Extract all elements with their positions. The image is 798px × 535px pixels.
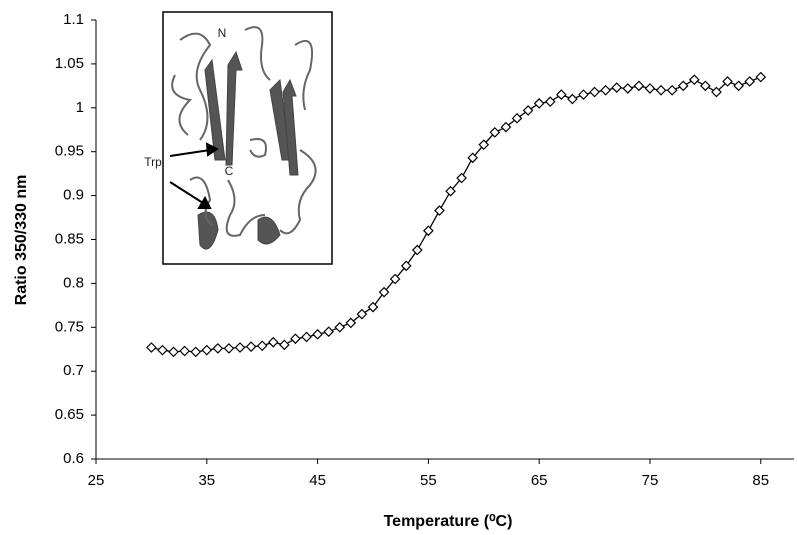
data-point [356, 308, 368, 320]
data-point [478, 139, 490, 151]
y-tick-label: 1.05 [55, 55, 84, 72]
data-point [146, 342, 157, 353]
data-point [345, 317, 357, 329]
data-point [677, 80, 689, 92]
data-point [744, 76, 756, 87]
y-axis-title: Ratio 350/330 nm [13, 175, 30, 306]
data-point [290, 333, 301, 345]
data-point [179, 345, 190, 357]
data-point [423, 225, 434, 237]
x-tick-label: 55 [420, 472, 437, 489]
x-axis-title: Temperature (⁰C) [384, 513, 513, 530]
data-point [267, 336, 279, 348]
data-point [157, 344, 168, 356]
data-point [445, 185, 456, 197]
y-tick-label: 0.8 [63, 274, 84, 291]
data-point [168, 346, 179, 358]
data-point [522, 105, 534, 116]
y-tick-label: 0.9 [63, 187, 84, 204]
data-point [655, 84, 667, 96]
data-point [279, 339, 290, 351]
data-point [600, 84, 611, 96]
data-point [533, 98, 545, 109]
data-point [622, 83, 634, 94]
y-tick-label: 0.75 [55, 318, 84, 335]
data-point [733, 80, 744, 92]
data-point [323, 326, 335, 338]
x-tick-label: 65 [531, 472, 548, 489]
y-tick-label: 1.1 [63, 11, 84, 28]
y-tick-label: 0.95 [55, 143, 84, 160]
data-point [567, 93, 578, 105]
data-point [555, 89, 567, 100]
inset-label: N [218, 26, 227, 40]
data-point [400, 260, 412, 272]
x-tick-label: 45 [309, 472, 326, 489]
data-point [378, 286, 390, 298]
data-point [456, 172, 467, 184]
x-tick-label: 75 [642, 472, 659, 489]
y-tick-label: 0.6 [63, 450, 84, 467]
data-point [301, 331, 312, 343]
data-point [434, 205, 445, 216]
data-point [589, 86, 600, 98]
inset-label: C [225, 164, 234, 178]
data-point [411, 244, 423, 256]
data-point [578, 89, 589, 100]
data-point [666, 84, 678, 96]
data-point [467, 152, 479, 164]
x-tick-label: 25 [88, 472, 105, 489]
data-point [489, 127, 501, 138]
data-point [722, 76, 733, 87]
data-point [500, 121, 512, 133]
data-point [544, 96, 556, 108]
y-tick-label: 1 [76, 99, 84, 116]
data-point [190, 346, 202, 358]
data-point [234, 342, 246, 353]
data-point [223, 343, 235, 354]
data-point [389, 273, 401, 285]
data-point [700, 80, 711, 92]
inset-label: Trp [144, 155, 162, 169]
y-tick-label: 0.65 [55, 406, 84, 423]
x-tick-label: 85 [752, 472, 769, 489]
data-point [711, 86, 722, 98]
y-tick-label: 0.7 [63, 362, 84, 379]
data-point [312, 328, 323, 340]
data-point [644, 83, 656, 94]
y-tick-label: 0.85 [55, 230, 84, 247]
data-point [245, 341, 257, 352]
data-point [688, 74, 700, 86]
data-point [201, 344, 213, 356]
data-point [334, 321, 346, 333]
data-point [755, 71, 767, 83]
data-point [212, 343, 224, 354]
x-tick-label: 35 [198, 472, 215, 489]
inset: N C Trp [144, 11, 333, 265]
data-point [611, 82, 623, 93]
data-point [511, 112, 523, 124]
data-point [367, 301, 379, 313]
data-point [256, 340, 268, 352]
data-point [633, 80, 645, 92]
